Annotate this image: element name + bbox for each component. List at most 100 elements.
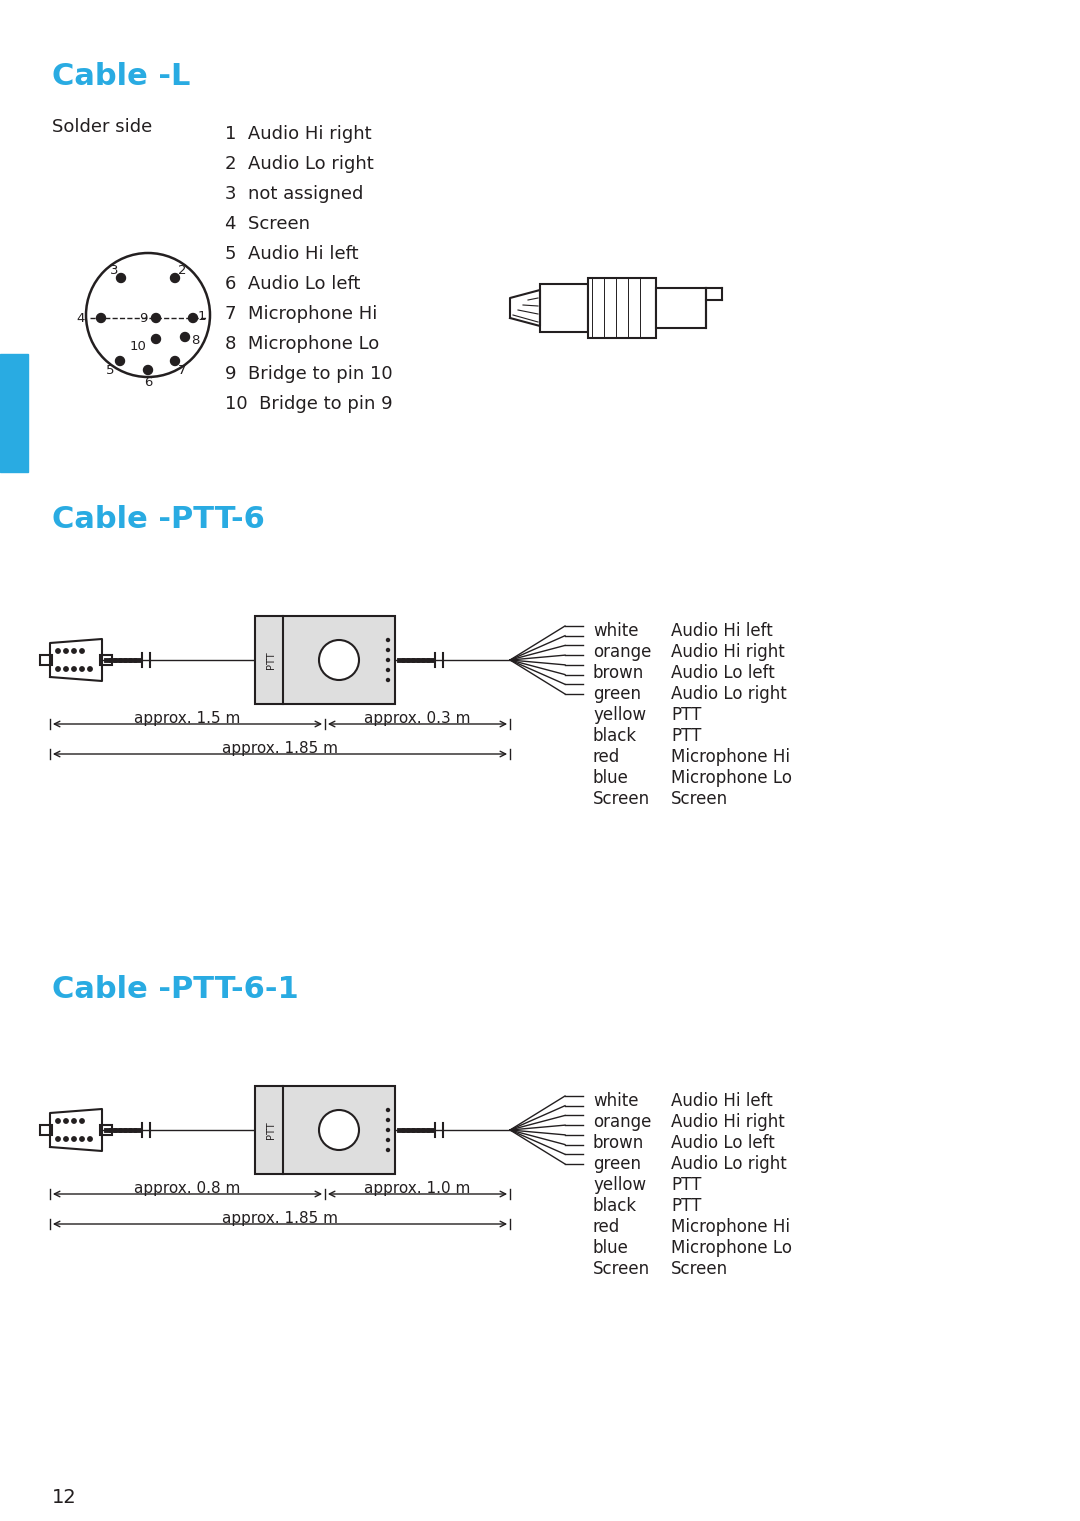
Text: 5  Audio Hi left: 5 Audio Hi left xyxy=(225,245,359,263)
Circle shape xyxy=(387,639,390,642)
Text: Audio Lo left: Audio Lo left xyxy=(671,665,774,681)
Text: orange: orange xyxy=(593,643,651,662)
Text: black: black xyxy=(593,1197,637,1215)
Circle shape xyxy=(56,649,60,653)
Circle shape xyxy=(64,1136,68,1141)
Polygon shape xyxy=(50,639,102,681)
Text: blue: blue xyxy=(593,770,629,786)
Text: PTT: PTT xyxy=(671,1197,701,1215)
Circle shape xyxy=(387,678,390,681)
Text: 9: 9 xyxy=(139,312,147,324)
Text: 12: 12 xyxy=(52,1488,77,1507)
Text: Screen: Screen xyxy=(593,1259,650,1278)
Bar xyxy=(540,284,588,332)
Text: Screen: Screen xyxy=(593,789,650,808)
Text: black: black xyxy=(593,727,637,745)
Text: orange: orange xyxy=(593,1113,651,1132)
Text: Microphone Lo: Microphone Lo xyxy=(671,1240,792,1256)
Circle shape xyxy=(117,274,125,283)
Circle shape xyxy=(80,666,84,671)
Circle shape xyxy=(80,1136,84,1141)
Text: 4  Screen: 4 Screen xyxy=(225,214,310,233)
Circle shape xyxy=(56,1119,60,1122)
Text: PTT: PTT xyxy=(671,727,701,745)
Text: PTT: PTT xyxy=(266,651,276,669)
Circle shape xyxy=(144,365,152,374)
Circle shape xyxy=(387,1129,390,1132)
Text: 1: 1 xyxy=(198,310,206,324)
Text: blue: blue xyxy=(593,1240,629,1256)
Text: green: green xyxy=(593,684,642,703)
Text: Screen: Screen xyxy=(671,1259,728,1278)
Text: 8: 8 xyxy=(191,335,199,347)
Circle shape xyxy=(80,1119,84,1122)
Circle shape xyxy=(171,274,179,283)
Text: Cable -PTT-6-1: Cable -PTT-6-1 xyxy=(52,975,299,1004)
Circle shape xyxy=(180,333,189,342)
Bar xyxy=(40,1126,52,1135)
Text: yellow: yellow xyxy=(593,706,646,724)
Bar xyxy=(588,278,656,338)
Text: red: red xyxy=(593,748,620,767)
Circle shape xyxy=(56,666,60,671)
Text: approx. 1.85 m: approx. 1.85 m xyxy=(222,1211,338,1226)
Text: Audio Lo left: Audio Lo left xyxy=(671,1135,774,1151)
Text: PTT: PTT xyxy=(671,1176,701,1194)
Text: 7: 7 xyxy=(178,365,186,377)
Text: 9  Bridge to pin 10: 9 Bridge to pin 10 xyxy=(225,365,393,383)
Text: Audio Hi left: Audio Hi left xyxy=(671,622,773,640)
Text: 2: 2 xyxy=(178,263,186,277)
Text: approx. 1.85 m: approx. 1.85 m xyxy=(222,741,338,756)
Text: 6: 6 xyxy=(144,376,152,388)
Text: brown: brown xyxy=(593,665,645,681)
Text: approx. 1.5 m: approx. 1.5 m xyxy=(134,710,240,726)
Circle shape xyxy=(387,1118,390,1121)
Circle shape xyxy=(151,335,161,344)
Text: PTT: PTT xyxy=(671,706,701,724)
Circle shape xyxy=(189,313,198,322)
Circle shape xyxy=(71,666,77,671)
Text: brown: brown xyxy=(593,1135,645,1151)
Text: 5: 5 xyxy=(106,365,114,377)
Text: 10  Bridge to pin 9: 10 Bridge to pin 9 xyxy=(225,395,393,414)
Text: Microphone Hi: Microphone Hi xyxy=(671,1218,789,1237)
Text: green: green xyxy=(593,1154,642,1173)
Circle shape xyxy=(71,649,77,653)
Text: Cable -PTT-6: Cable -PTT-6 xyxy=(52,505,265,534)
Circle shape xyxy=(71,1136,77,1141)
Text: approx. 0.3 m: approx. 0.3 m xyxy=(364,710,470,726)
Text: 3: 3 xyxy=(110,263,118,277)
Text: Audio Hi left: Audio Hi left xyxy=(671,1092,773,1110)
Text: 4: 4 xyxy=(77,312,85,324)
Bar xyxy=(255,1086,395,1174)
Text: 2  Audio Lo right: 2 Audio Lo right xyxy=(225,155,374,173)
Text: approx. 1.0 m: approx. 1.0 m xyxy=(364,1180,470,1196)
Text: 8  Microphone Lo: 8 Microphone Lo xyxy=(225,335,379,353)
Circle shape xyxy=(64,666,68,671)
Text: Audio Lo right: Audio Lo right xyxy=(671,684,786,703)
Text: 7  Microphone Hi: 7 Microphone Hi xyxy=(225,306,377,322)
Circle shape xyxy=(96,313,106,322)
Text: 1  Audio Hi right: 1 Audio Hi right xyxy=(225,125,372,143)
Bar xyxy=(255,616,395,704)
Circle shape xyxy=(319,1110,359,1150)
Circle shape xyxy=(116,356,124,365)
Circle shape xyxy=(151,313,161,322)
Circle shape xyxy=(71,1119,77,1122)
Circle shape xyxy=(387,659,390,662)
Text: white: white xyxy=(593,622,638,640)
Circle shape xyxy=(387,1139,390,1141)
Text: Microphone Hi: Microphone Hi xyxy=(671,748,789,767)
Bar xyxy=(0,354,28,472)
Text: PTT: PTT xyxy=(266,1121,276,1139)
Circle shape xyxy=(64,649,68,653)
Text: Screen: Screen xyxy=(671,789,728,808)
Text: white: white xyxy=(593,1092,638,1110)
Text: yellow: yellow xyxy=(593,1176,646,1194)
Bar xyxy=(100,656,112,665)
Text: approx. 0.8 m: approx. 0.8 m xyxy=(134,1180,240,1196)
Text: 3  not assigned: 3 not assigned xyxy=(225,186,363,202)
Circle shape xyxy=(64,1119,68,1122)
Text: Audio Hi right: Audio Hi right xyxy=(671,643,785,662)
Text: Audio Lo right: Audio Lo right xyxy=(671,1154,786,1173)
